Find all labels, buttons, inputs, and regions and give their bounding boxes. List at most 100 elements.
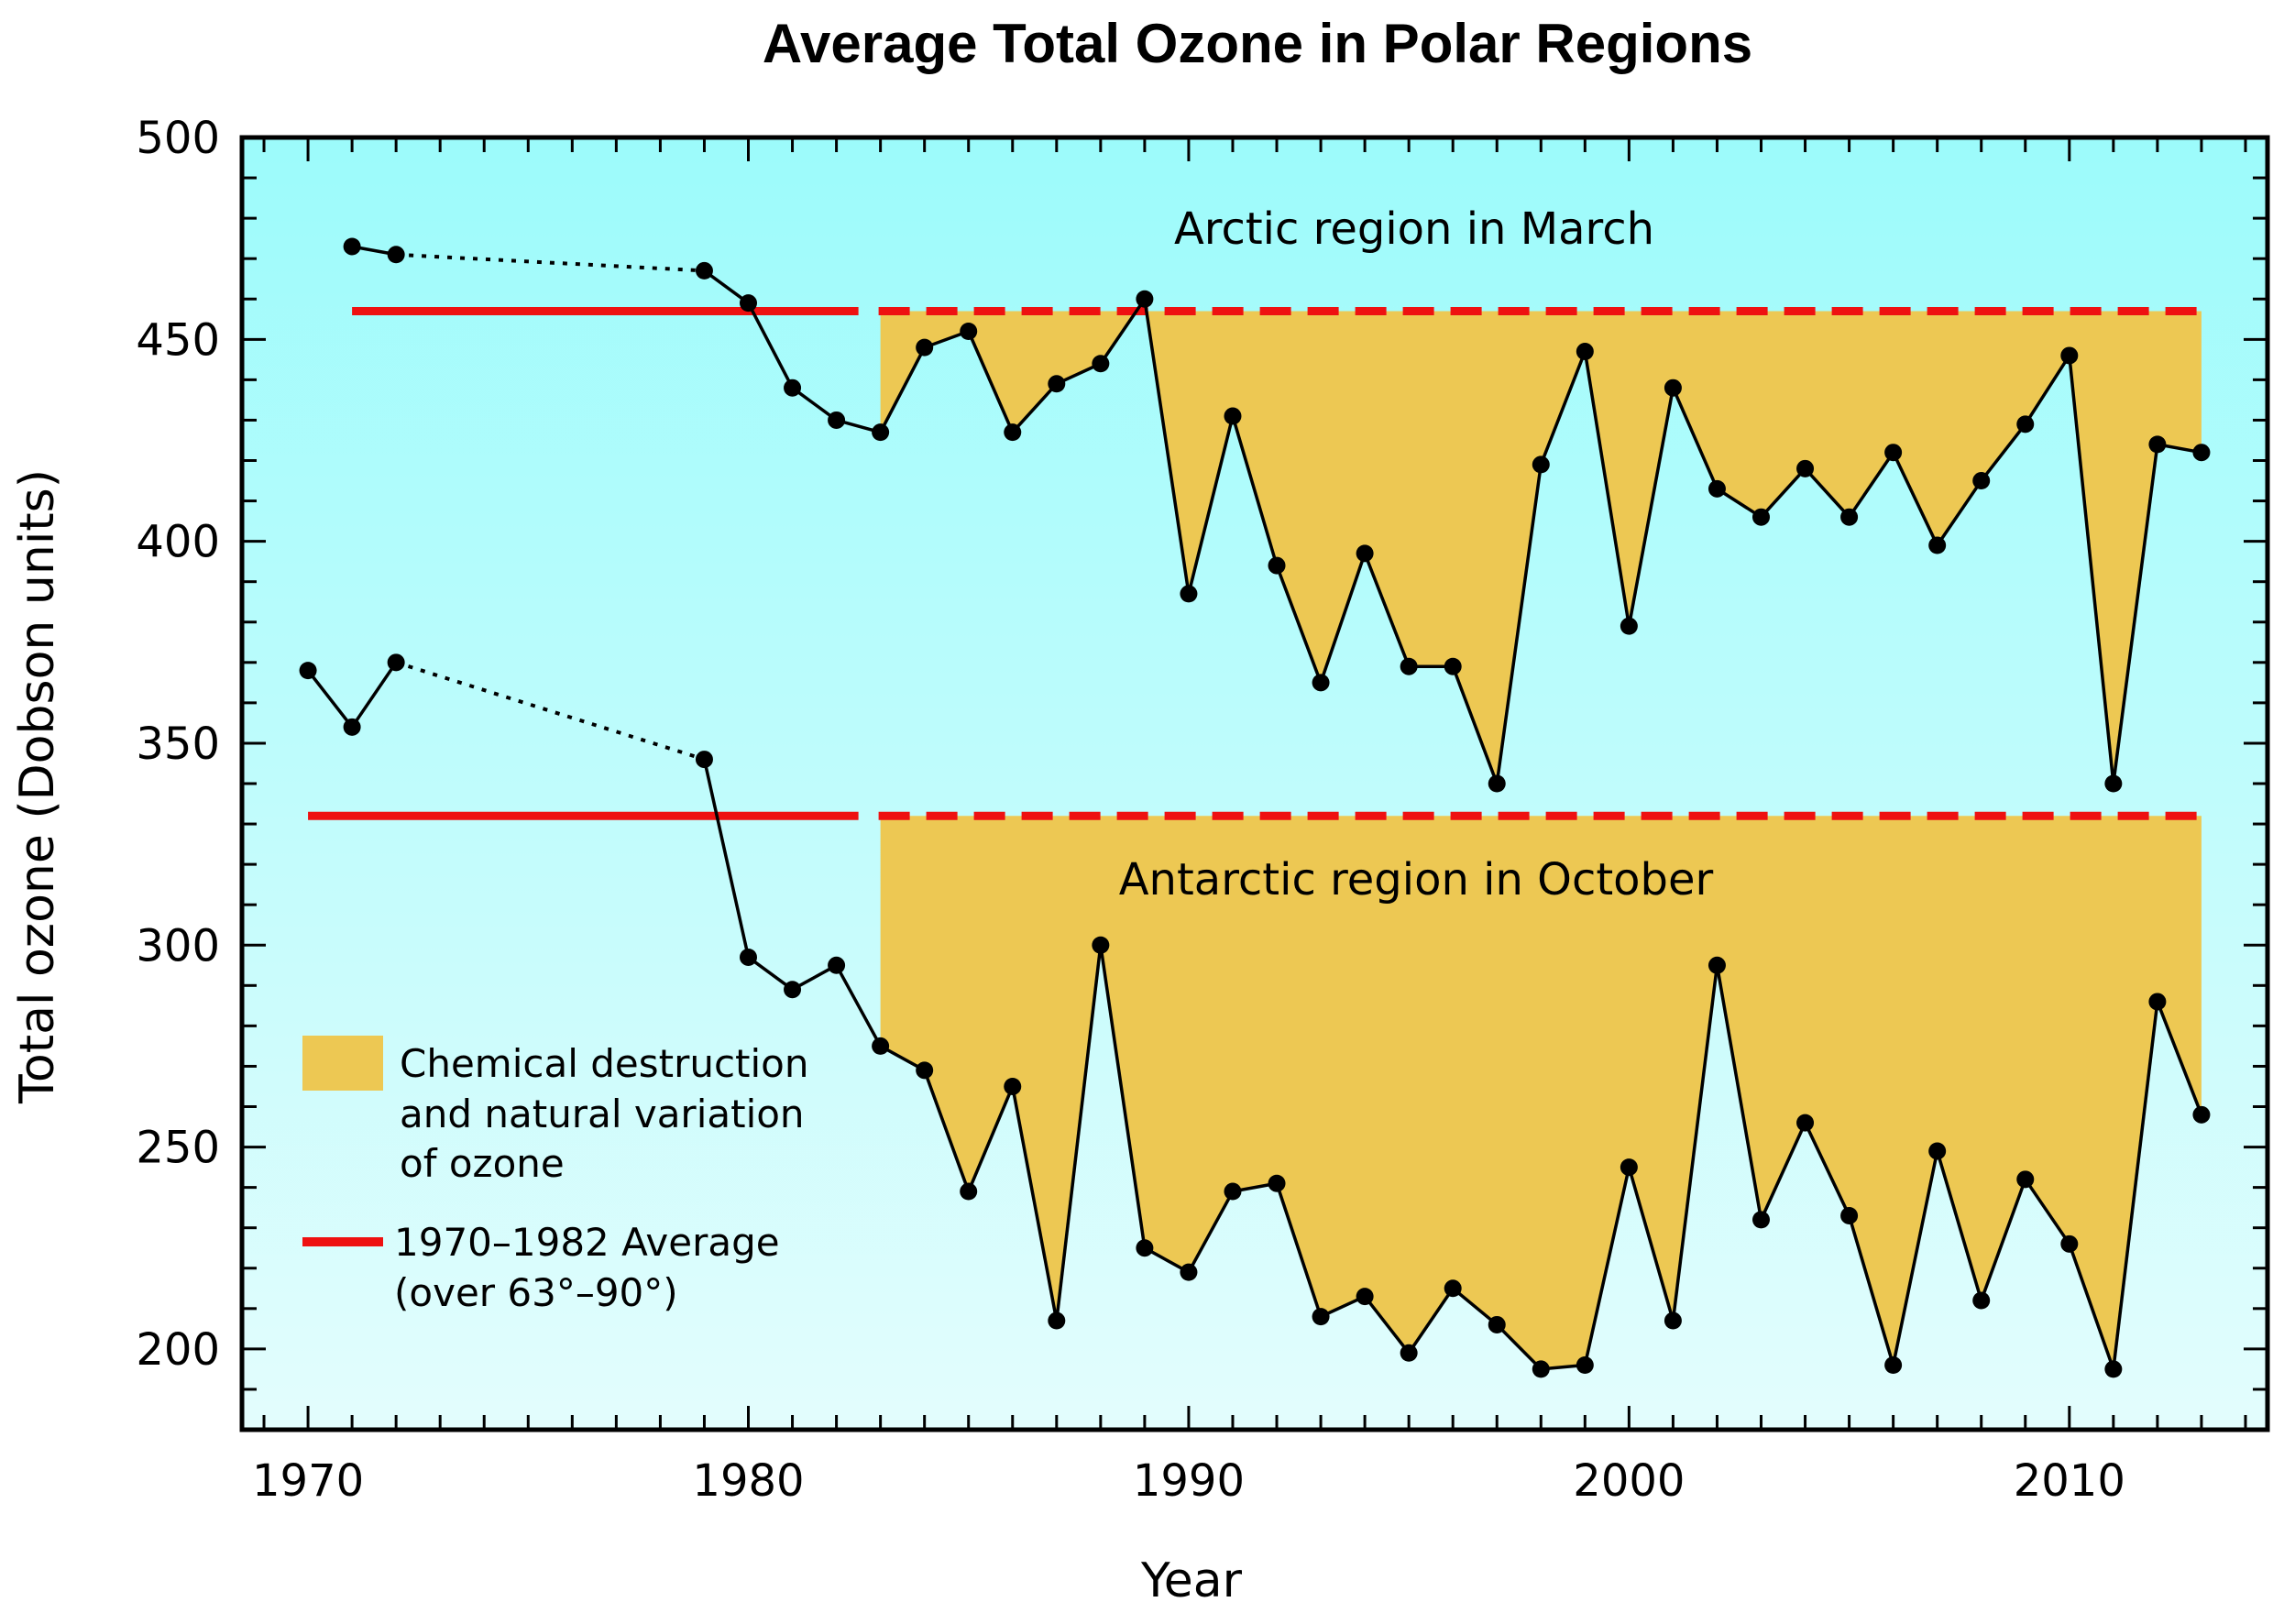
arctic-line-segment bbox=[1363, 553, 1411, 667]
antarctic-point-2004 bbox=[1796, 1114, 1815, 1132]
antarctic-line-segment bbox=[1055, 945, 1103, 1322]
arctic-line-segment bbox=[2112, 444, 2159, 785]
x-tick-label-2000: 2000 bbox=[1573, 1455, 1685, 1507]
arctic-point-1982 bbox=[828, 411, 846, 429]
antarctic-point-1970 bbox=[299, 662, 317, 680]
arctic-line-segment bbox=[1011, 382, 1059, 433]
antarctic-point-1997 bbox=[1488, 1315, 1506, 1333]
antarctic-point-2010 bbox=[2060, 1234, 2079, 1253]
x-tick-label-1980: 1980 bbox=[692, 1455, 804, 1507]
arctic-point-1989 bbox=[1136, 290, 1154, 308]
y-tick-label-500: 500 bbox=[136, 113, 220, 164]
antarctic-point-1988 bbox=[1092, 936, 1110, 954]
antarctic-point-1985 bbox=[960, 1182, 978, 1201]
antarctic-point-1982 bbox=[828, 956, 846, 974]
arctic-point-2011 bbox=[2104, 774, 2123, 793]
arctic-point-1986 bbox=[1004, 423, 1022, 442]
arctic-line-segment bbox=[1760, 467, 1806, 519]
antarctic-line-segment bbox=[1275, 1182, 1323, 1318]
arctic-point-2007 bbox=[1928, 536, 1947, 554]
arctic-point-1983 bbox=[872, 423, 890, 442]
antarctic-line-segment bbox=[1980, 1179, 2027, 1301]
antarctic-line-segment bbox=[1671, 965, 1719, 1322]
x-tick-label-1970: 1970 bbox=[252, 1455, 364, 1507]
antarctic-point-2009 bbox=[2016, 1170, 2035, 1189]
arctic-point-1993 bbox=[1312, 674, 1330, 692]
antarctic-point-1979 bbox=[695, 751, 713, 769]
antarctic-line-segment bbox=[350, 661, 398, 729]
legend-fill-label-line3: of ozone bbox=[400, 1141, 565, 1186]
arctic-point-1971 bbox=[343, 237, 361, 256]
arctic-point-2003 bbox=[1752, 508, 1770, 526]
antarctic-line-segment bbox=[1847, 1214, 1895, 1366]
arctic-point-2002 bbox=[1707, 479, 1726, 498]
arctic-line-segment bbox=[1804, 467, 1850, 519]
arctic-line-segment bbox=[1671, 387, 1719, 490]
x-axis-title: Year bbox=[1140, 1553, 1243, 1608]
y-tick-label-200: 200 bbox=[136, 1324, 220, 1376]
arctic-point-1997 bbox=[1488, 774, 1506, 793]
antarctic-point-1990 bbox=[1180, 1263, 1198, 1281]
arctic-line-segment bbox=[746, 302, 795, 389]
arctic-line-segment bbox=[1275, 565, 1323, 684]
arctic-line-segment bbox=[1583, 351, 1631, 627]
antarctic-point-1996 bbox=[1444, 1279, 1462, 1298]
arctic-line-segment bbox=[1187, 415, 1235, 595]
arctic-point-1990 bbox=[1180, 585, 1198, 603]
antarctic-point-1981 bbox=[784, 981, 802, 999]
arctic-point-2013 bbox=[2192, 444, 2211, 462]
y-tick-label-350: 350 bbox=[136, 719, 220, 770]
arctic-line-segment bbox=[1143, 298, 1191, 595]
arctic-point-1988 bbox=[1092, 355, 1110, 373]
arctic-point-1995 bbox=[1400, 657, 1418, 675]
arctic-line-segment bbox=[1099, 298, 1147, 365]
antarctic-point-1991 bbox=[1224, 1182, 1242, 1201]
antarctic-point-1983 bbox=[872, 1037, 890, 1055]
arctic-point-1991 bbox=[1224, 407, 1242, 425]
arctic-line-segment bbox=[967, 330, 1015, 433]
antarctic-line-segment bbox=[1011, 1086, 1059, 1322]
arctic-point-1984 bbox=[916, 338, 934, 357]
x-tick-label-1990: 1990 bbox=[1133, 1455, 1245, 1507]
arctic-point-1996 bbox=[1444, 657, 1462, 675]
antarctic-point-2003 bbox=[1752, 1211, 1770, 1229]
arctic-point-1980 bbox=[740, 294, 757, 313]
arctic-gap-segment bbox=[396, 252, 705, 273]
antarctic-point-1986 bbox=[1004, 1077, 1022, 1095]
antarctic-line-segment bbox=[1452, 1287, 1499, 1326]
arctic-line-segment bbox=[1936, 479, 1983, 547]
legend-fill-label-line2: and natural variation bbox=[400, 1092, 805, 1136]
arctic-point-1985 bbox=[960, 323, 978, 340]
x-tick-label-2010: 2010 bbox=[2014, 1455, 2125, 1507]
arctic-point-1981 bbox=[784, 379, 802, 397]
arctic-line-segment bbox=[1848, 451, 1895, 519]
legend-line-label-line2: (over 63°–90°) bbox=[394, 1270, 678, 1315]
arctic-region-label: Arctic region in March bbox=[1174, 203, 1654, 255]
arctic-line-segment bbox=[2068, 355, 2115, 785]
antarctic-point-2005 bbox=[1840, 1206, 1859, 1224]
y-tick-label-450: 450 bbox=[136, 314, 220, 366]
arctic-point-2000 bbox=[1620, 617, 1638, 635]
arctic-line-segment bbox=[1539, 350, 1587, 466]
antarctic-point-2013 bbox=[2192, 1105, 2211, 1124]
antarctic-point-2001 bbox=[1664, 1311, 1682, 1330]
antarctic-point-1989 bbox=[1136, 1239, 1154, 1257]
antarctic-line-segment bbox=[1363, 1295, 1411, 1355]
antarctic-line-segment bbox=[747, 956, 794, 992]
arctic-point-2004 bbox=[1796, 459, 1815, 477]
antarctic-region-label: Antarctic region in October bbox=[1119, 854, 1714, 905]
antarctic-line-segment bbox=[1759, 1122, 1807, 1221]
antarctic-line-segment bbox=[835, 964, 883, 1048]
arctic-point-1972 bbox=[387, 246, 405, 264]
arctic-point-2006 bbox=[1884, 444, 1903, 462]
legend-line-label-line1: 1970–1982 Average bbox=[394, 1220, 780, 1265]
antarctic-line-segment bbox=[1935, 1150, 1983, 1301]
arctic-point-1987 bbox=[1048, 375, 1066, 393]
chart-title: Average Total Ozone in Polar Regions bbox=[763, 13, 1752, 74]
antarctic-point-1972 bbox=[387, 653, 405, 672]
y-tick-label-300: 300 bbox=[136, 920, 220, 971]
antarctic-line-segment bbox=[2112, 1001, 2159, 1370]
arctic-line-segment bbox=[1231, 415, 1279, 566]
arctic-point-1999 bbox=[1576, 343, 1594, 361]
legend: Chemical destruction and natural variati… bbox=[302, 1036, 809, 1315]
